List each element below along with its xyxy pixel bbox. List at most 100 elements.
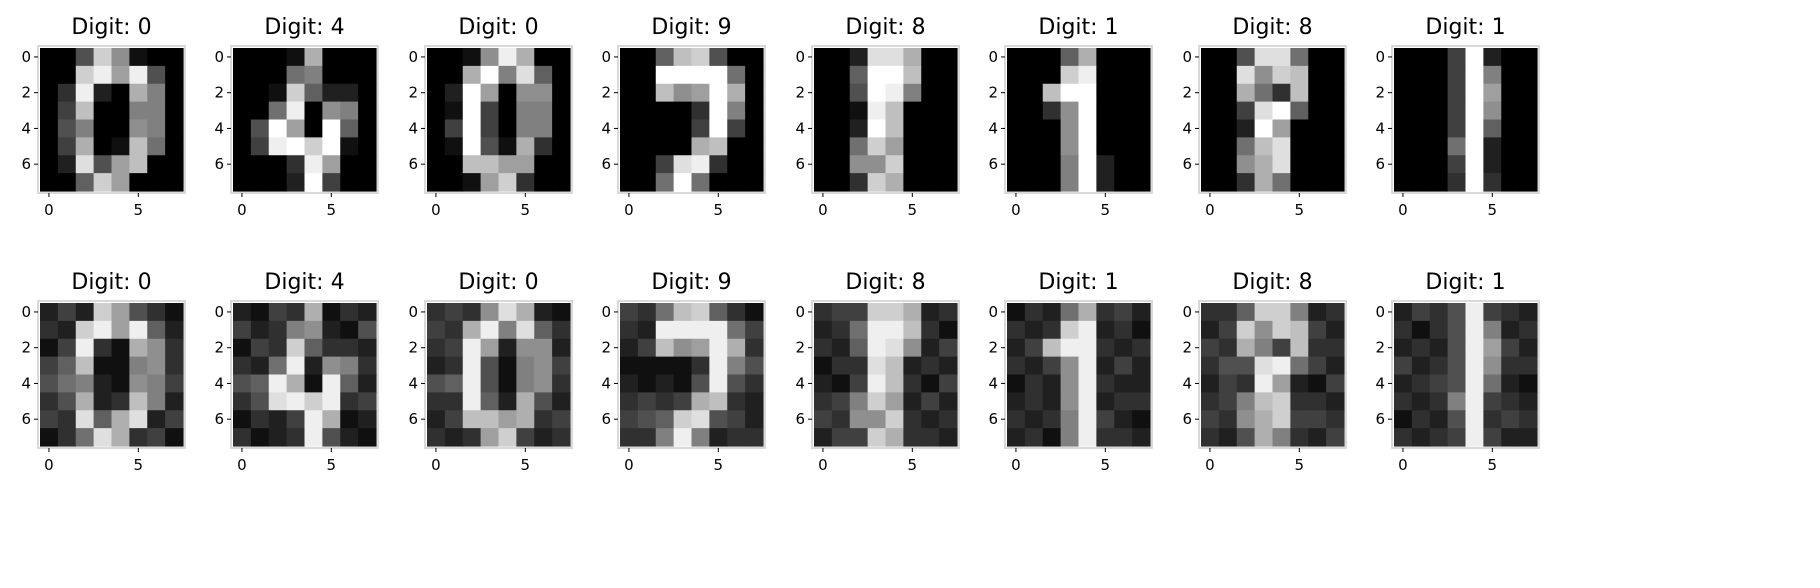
x-tick-label: 5: [908, 201, 918, 219]
y-tick-label: 6: [601, 410, 611, 428]
pixel-cell: [1429, 320, 1449, 340]
y-tick-label: 0: [1375, 303, 1385, 321]
pixel-cell: [1429, 173, 1449, 192]
pixel-cell: [1060, 338, 1080, 358]
pixel-cell: [745, 374, 764, 393]
pixel-cell: [1078, 320, 1097, 340]
pixel-cell: [552, 303, 571, 322]
pixel-cell: [885, 119, 904, 138]
pixel-cell: [655, 374, 675, 393]
y-tick-label: 2: [795, 339, 805, 357]
y-tick-label: 6: [1182, 155, 1192, 173]
pixel-cell: [637, 356, 657, 376]
pixel-cell: [709, 48, 728, 67]
pixel-cell: [427, 320, 446, 340]
pixel-cell: [620, 428, 639, 447]
digit-panel: Digit: 8 0 2 4 6 0 5: [795, 15, 960, 219]
pixel-cell: [304, 119, 323, 138]
x-tick-label: 0: [237, 201, 247, 219]
digit-panel: Digit: 8 0 2 4 6 0 5: [795, 270, 960, 474]
pixel-cell: [849, 155, 869, 174]
pixel-cell: [250, 173, 270, 192]
pixel-cell: [427, 303, 446, 322]
pixel-cell: [1201, 48, 1220, 67]
pixel-cell: [691, 356, 710, 376]
pixel-cell: [358, 374, 377, 393]
pixel-cell: [745, 410, 764, 429]
pixel-cell: [1042, 374, 1062, 393]
pixel-cell: [1254, 428, 1274, 447]
x-tick-label: 0: [624, 456, 634, 474]
pixel-cell: [620, 48, 639, 67]
pixel-cell: [849, 137, 869, 156]
pixel-cell: [637, 83, 657, 103]
pixel-cell: [111, 101, 130, 121]
pixel-cell: [75, 101, 95, 121]
pixel-cell: [358, 303, 377, 322]
pixel-cell: [93, 155, 113, 174]
y-tick-label: 4: [795, 374, 805, 392]
pixel-cell: [1519, 83, 1538, 103]
pixel-cell: [516, 428, 535, 447]
pixel-cell: [1429, 303, 1449, 322]
digit-panel: Digit: 1 0 2 4 6 0 5: [1375, 270, 1540, 474]
pixel-cell: [727, 101, 746, 121]
pixel-cell: [1254, 392, 1274, 411]
x-tick-label: 5: [714, 456, 724, 474]
pixel-cell: [462, 338, 482, 358]
pixel-cell: [921, 374, 940, 393]
pixel-cell: [1501, 155, 1520, 174]
pixel-cell: [1096, 338, 1115, 358]
pixel-cell: [552, 137, 571, 156]
pixel-cell: [1272, 374, 1291, 393]
pixel-cell: [462, 303, 482, 322]
pixel-cell: [111, 173, 130, 192]
pixel-cell: [939, 137, 958, 156]
pixel-cell: [304, 320, 323, 340]
pixel-cell: [814, 155, 833, 174]
pixel-cell: [93, 320, 113, 340]
pixel-cell: [1042, 101, 1062, 121]
pixel-cell: [939, 356, 958, 376]
y-tick-label: 2: [988, 339, 998, 357]
pixel-cell: [1272, 338, 1291, 358]
digit-panel: Digit: 1 0 2 4 6 0 5: [1375, 15, 1540, 219]
pixel-cell: [691, 320, 710, 340]
pixel-cell: [1060, 410, 1080, 429]
pixel-cell: [691, 392, 710, 411]
pixel-cell: [147, 428, 166, 447]
pixel-cell: [637, 338, 657, 358]
pixel-cell: [921, 173, 940, 192]
x-tick-label: 5: [1295, 201, 1305, 219]
y-tick-label: 2: [1375, 339, 1385, 357]
axes-frame: [424, 300, 573, 449]
pixel-cell: [322, 83, 341, 103]
pixel-cell: [1007, 155, 1026, 174]
pixel-cell: [709, 155, 728, 174]
pixel-cell: [534, 303, 553, 322]
pixel-cell: [147, 101, 166, 121]
pixel-cell: [1007, 65, 1026, 85]
pixel-cell: [480, 410, 500, 429]
pixel-cell: [1465, 119, 1484, 138]
pixel-cell: [1290, 48, 1309, 67]
pixel-cell: [57, 320, 77, 340]
pixel-cell: [1096, 173, 1115, 192]
pixel-cell: [1483, 356, 1502, 376]
pixel-cell: [129, 83, 148, 103]
pixel-cell: [444, 428, 464, 447]
pixel-cell: [849, 48, 869, 67]
pixel-cell: [516, 356, 535, 376]
pixel-cell: [1201, 320, 1220, 340]
pixel-cell: [75, 338, 95, 358]
pixel-cell: [1326, 356, 1345, 376]
x-tick-label: 0: [44, 201, 54, 219]
pixel-cell: [1236, 101, 1256, 121]
pixel-cell: [1114, 48, 1133, 67]
pixel-cell: [462, 155, 482, 174]
pixel-cell: [1483, 338, 1502, 358]
pixel-cell: [233, 65, 252, 85]
pixel-cell: [111, 303, 130, 322]
pixel-cell: [831, 173, 851, 192]
pixel-cell: [709, 410, 728, 429]
